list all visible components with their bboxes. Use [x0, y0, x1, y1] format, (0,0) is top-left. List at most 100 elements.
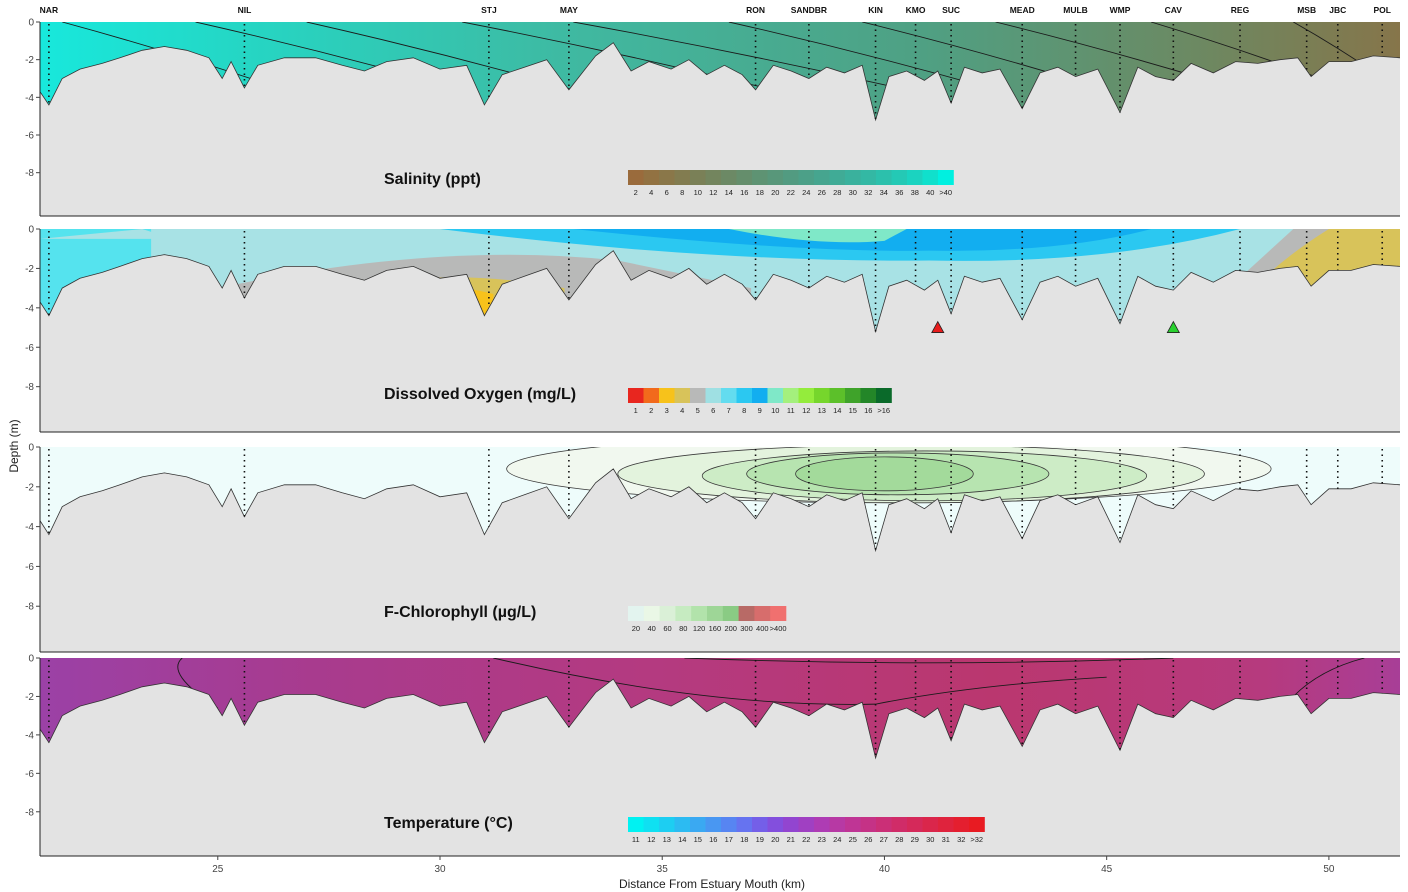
legend-label: 40: [926, 188, 934, 197]
legend-swatch: [783, 817, 799, 832]
legend-label: >16: [877, 406, 890, 415]
station-label-suc: SUC: [942, 5, 960, 15]
legend-swatch: [814, 817, 830, 832]
legend-swatch: [738, 606, 755, 621]
legend-swatch: [736, 817, 753, 832]
legend-swatch: [721, 170, 737, 185]
y-tick-label: -4: [25, 93, 34, 104]
y-tick-label: -6: [25, 343, 34, 354]
legend-label: 20: [632, 624, 640, 633]
legend-swatch: [674, 388, 691, 403]
legend-swatch: [876, 170, 892, 185]
legend-label: 26: [818, 188, 826, 197]
panel-title-temperature: Temperature (°C): [384, 815, 513, 832]
x-tick-label: 40: [879, 864, 891, 875]
legend-swatch: [705, 170, 722, 185]
legend-swatch: [798, 388, 815, 403]
legend-label: 29: [911, 835, 919, 844]
panel-dissolved_oxygen: 0-2-4-6-8 Dissolved Oxygen (mg/L)1 2 3 4 5 6 7 8…: [25, 225, 1401, 433]
legend-label: 36: [895, 188, 903, 197]
legend-swatch: [845, 170, 861, 185]
legend-swatch: [907, 170, 923, 185]
legend-swatch: [814, 388, 830, 403]
legend-label: 200: [724, 624, 737, 633]
legend-label: 23: [818, 835, 826, 844]
station-label-may: MAY: [560, 5, 578, 15]
temperature-contour: [684, 658, 1174, 664]
legend-label: >40: [939, 188, 952, 197]
y-tick-label: -8: [25, 807, 34, 818]
y-tick-label: -4: [25, 730, 34, 741]
x-tick-label: 45: [1101, 864, 1113, 875]
legend-label: 28: [895, 835, 903, 844]
legend-swatch: [691, 606, 708, 621]
legend-swatch: [767, 817, 784, 832]
legend-swatch: [938, 817, 954, 832]
legend-label: 40: [648, 624, 656, 633]
legend-swatch: [674, 170, 691, 185]
legend-swatch: [860, 388, 877, 403]
legend-label: 24: [802, 188, 810, 197]
legend-label: 30: [926, 835, 934, 844]
legend-swatch: [754, 606, 771, 621]
y-tick-label: -2: [25, 692, 34, 703]
legend-swatch: [736, 388, 753, 403]
legend-swatch: [783, 170, 799, 185]
legend-label: 21: [787, 835, 795, 844]
legend-swatch: [675, 606, 692, 621]
legend-swatch: [845, 388, 861, 403]
legend-label: 30: [849, 188, 857, 197]
legend-swatch: [845, 817, 861, 832]
legend-label: 120: [693, 624, 706, 633]
legend-label: 20: [771, 188, 779, 197]
y-tick-label: -8: [25, 168, 34, 179]
legend-swatch: [783, 388, 799, 403]
legend-swatch: [752, 388, 768, 403]
legend-label: 7: [727, 406, 731, 415]
station-label-ron: RON: [746, 5, 765, 15]
y-tick-label: -2: [25, 55, 34, 66]
x-tick-label: 25: [212, 864, 224, 875]
legend-label: 38: [911, 188, 919, 197]
x-tick-label: 50: [1323, 864, 1335, 875]
panel-chlorophyll: 0 -2 -4 -6 -8 F-Chlorophyll (µg/L) 20 40 60 80 120…: [25, 443, 1401, 653]
legend-label: 2: [634, 188, 638, 197]
y-tick-label: 0: [28, 225, 34, 236]
panel-title-dissolved_oxygen: Dissolved Oxygen (mg/L): [384, 386, 576, 403]
legend-swatch: [922, 170, 939, 185]
legend-label: 12: [647, 835, 655, 844]
x-tick-label: 30: [434, 864, 446, 875]
panel-temperature: 0 -2 -4 -6 -8 Temperature (°C) 11 12 13 14 15 16 17 1…: [25, 654, 1401, 857]
legend-label: 4: [649, 188, 653, 197]
y-tick-label: 0: [28, 654, 34, 665]
station-label-reg: REG: [1231, 5, 1250, 15]
legend-swatch: [752, 817, 768, 832]
legend-label: 8: [742, 406, 746, 415]
y-tick-label: -4: [25, 303, 34, 314]
legend-swatch: [860, 817, 877, 832]
panel-title-chlorophyll: F-Chlorophyll (µg/L): [384, 604, 536, 621]
legend-swatch: [767, 388, 784, 403]
legend-swatch: [891, 817, 908, 832]
legend-label: 9: [758, 406, 762, 415]
legend-label: 16: [864, 406, 872, 415]
legend-label: 13: [818, 406, 826, 415]
legend-swatch: [674, 817, 691, 832]
legend-label: 15: [694, 835, 702, 844]
station-label-cav: CAV: [1165, 5, 1183, 15]
y-tick-label: -6: [25, 562, 34, 573]
legend-swatch: [798, 817, 815, 832]
legend-swatch: [860, 170, 877, 185]
legend-swatch: [829, 170, 846, 185]
legend-swatch: [643, 817, 660, 832]
station-label-mulb: MULB: [1063, 5, 1088, 15]
legend-swatch: [643, 606, 660, 621]
legend-swatch: [659, 817, 675, 832]
legend-swatch: [643, 388, 660, 403]
legend-swatch: [721, 817, 737, 832]
legend-label: 12: [802, 406, 810, 415]
legend-swatch: [690, 170, 706, 185]
y-tick-label: 0: [28, 443, 34, 454]
y-tick-label: -6: [25, 131, 34, 142]
legend-swatch: [628, 388, 644, 403]
